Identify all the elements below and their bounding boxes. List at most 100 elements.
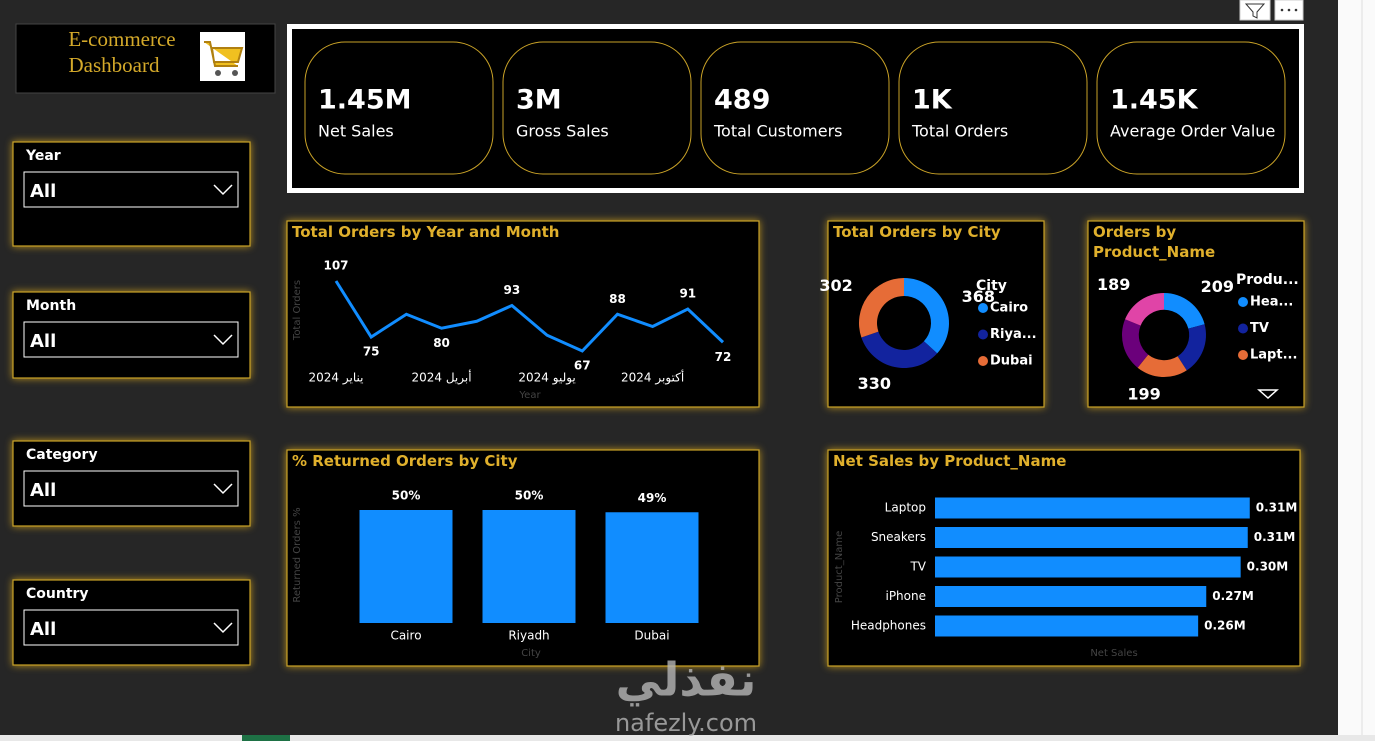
y-axis-title: Total Orders: [292, 280, 303, 341]
tab-bar: [0, 735, 1375, 741]
kpi-value: 1.45K: [1110, 85, 1199, 116]
watermark-arabic: نفذلي: [616, 653, 757, 707]
y-tick-label: Headphones: [851, 619, 926, 633]
bar: [935, 527, 1248, 548]
donut-slice: [859, 278, 904, 338]
data-label: 50%: [392, 489, 421, 503]
slicer-label: Category: [26, 447, 98, 463]
dot: [1280, 8, 1284, 12]
data-label: 0.31M: [1254, 530, 1296, 544]
chevron: [213, 622, 233, 634]
chart-title-box: Total Orders by City: [833, 223, 1001, 241]
legend-marker: [1238, 297, 1248, 307]
cart-wheel: [215, 70, 221, 76]
chart-title: Net Sales by Product_Name: [833, 452, 1067, 470]
legend-marker: [978, 329, 988, 340]
data-label: 49%: [638, 491, 667, 505]
legend-label: Lapt...: [1250, 348, 1297, 363]
data-label: 50%: [515, 489, 544, 503]
slicer-dropdown[interactable]: [23, 171, 239, 208]
kpi-label: Total Customers: [713, 122, 843, 141]
donut-slice: [1122, 319, 1149, 368]
kpi-value: 1K: [912, 85, 953, 116]
x-axis-title: City: [521, 648, 541, 659]
kpi-label: Net Sales: [318, 122, 394, 141]
x-tick-label: Dubai: [634, 629, 669, 643]
x-tick-label: Cairo: [390, 629, 421, 643]
data-label: 107: [323, 259, 348, 273]
dot: [1294, 8, 1298, 12]
slicer-selection: All: [30, 480, 56, 501]
donut-slice: [861, 331, 938, 369]
kpi-value: 3M: [516, 85, 562, 116]
legend-title: City: [976, 278, 1007, 294]
slicer-selection: All: [30, 331, 56, 352]
donut-slice: [904, 278, 949, 354]
chart-group: Total Orders by Year and Month 107 يناير 2…: [286, 220, 1305, 667]
kpi-card: [304, 41, 494, 175]
y-tick-label: iPhone: [885, 589, 926, 603]
data-label: 302: [819, 276, 852, 295]
data-label: 368: [962, 287, 995, 306]
slicer-label: Year: [25, 148, 61, 164]
data-label: 189: [1097, 275, 1130, 294]
donut-slice: [1137, 354, 1187, 378]
x-tick-label: أكتوبر 2024: [621, 370, 684, 386]
x-tick-label: يناير 2024: [309, 371, 364, 386]
legend-marker: [978, 356, 988, 366]
chart-title-box: % Returned Orders by City: [292, 452, 517, 470]
slicer-dropdown[interactable]: [23, 609, 239, 646]
legend-label: Cairo: [990, 301, 1028, 316]
donut-slice: [1125, 293, 1164, 326]
chart-title-box: Orders by Product_Name: [1093, 223, 1215, 261]
watermark-latin: nafezly.com: [615, 709, 757, 737]
y-axis-title: Returned Orders %: [292, 507, 303, 602]
bar: [935, 556, 1241, 578]
slicer-dropdown[interactable]: [23, 321, 239, 358]
y-tick-label: Laptop: [885, 501, 926, 515]
data-label: 330: [858, 374, 891, 393]
slicer-dropdown[interactable]: [23, 470, 239, 507]
data-label: 75: [363, 345, 380, 359]
y-axis-title: Product_Name: [834, 531, 845, 603]
tab: [242, 735, 290, 741]
cart-wheel: [232, 70, 238, 76]
legend-marker: [1238, 350, 1248, 360]
kpi-card: [898, 41, 1088, 175]
chevron: [213, 334, 233, 346]
chevron: [213, 483, 233, 495]
header-title: Dashboard: [69, 53, 160, 77]
chart-title: Total Orders by Year and Month: [292, 223, 560, 241]
data-label: 67: [574, 359, 591, 373]
x-axis-title: Year: [518, 390, 541, 401]
slicer-selection: All: [30, 181, 56, 202]
legend-title: Produ...: [1236, 272, 1299, 288]
slicer-group: Year All Month All Category All Country All: [12, 141, 251, 666]
data-label: 93: [504, 283, 521, 297]
kpi-label: Total Orders: [911, 122, 1008, 141]
kpi-card: [1096, 41, 1286, 175]
x-axis-title: Net Sales: [1090, 648, 1137, 659]
side-strip: [1338, 0, 1375, 735]
slicer-label: Month: [26, 298, 76, 314]
kpi-value: 1.45M: [318, 85, 412, 116]
x-tick-label: أبريل 2024: [411, 370, 471, 386]
data-label: 91: [679, 287, 696, 301]
data-label: 80: [433, 336, 450, 350]
x-tick-label: يوليو 2024: [518, 371, 575, 386]
legend-label: TV: [1250, 321, 1269, 336]
kpi-label: Gross Sales: [516, 122, 609, 141]
header-title: E-commerce: [68, 27, 175, 51]
bar: [935, 615, 1199, 637]
chart-title: Total Orders by City: [833, 223, 1001, 241]
legend-marker: [978, 303, 988, 313]
legend-label: Hea...: [1250, 295, 1293, 310]
bar: [482, 510, 576, 623]
legend-more[interactable]: [1257, 389, 1279, 400]
data-label: 199: [1127, 384, 1160, 403]
kpi-card: [502, 41, 692, 175]
data-label: 0.30M: [1247, 560, 1289, 574]
line: [334, 280, 725, 353]
